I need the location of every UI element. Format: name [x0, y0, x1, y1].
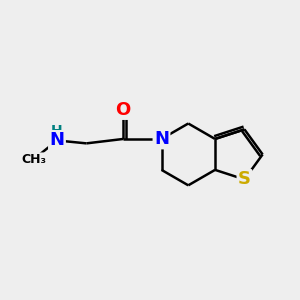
Text: N: N [50, 131, 64, 149]
Text: S: S [238, 170, 251, 188]
Text: H: H [51, 124, 63, 138]
Text: CH₃: CH₃ [21, 153, 46, 166]
Text: N: N [154, 130, 169, 148]
Text: O: O [116, 100, 131, 118]
